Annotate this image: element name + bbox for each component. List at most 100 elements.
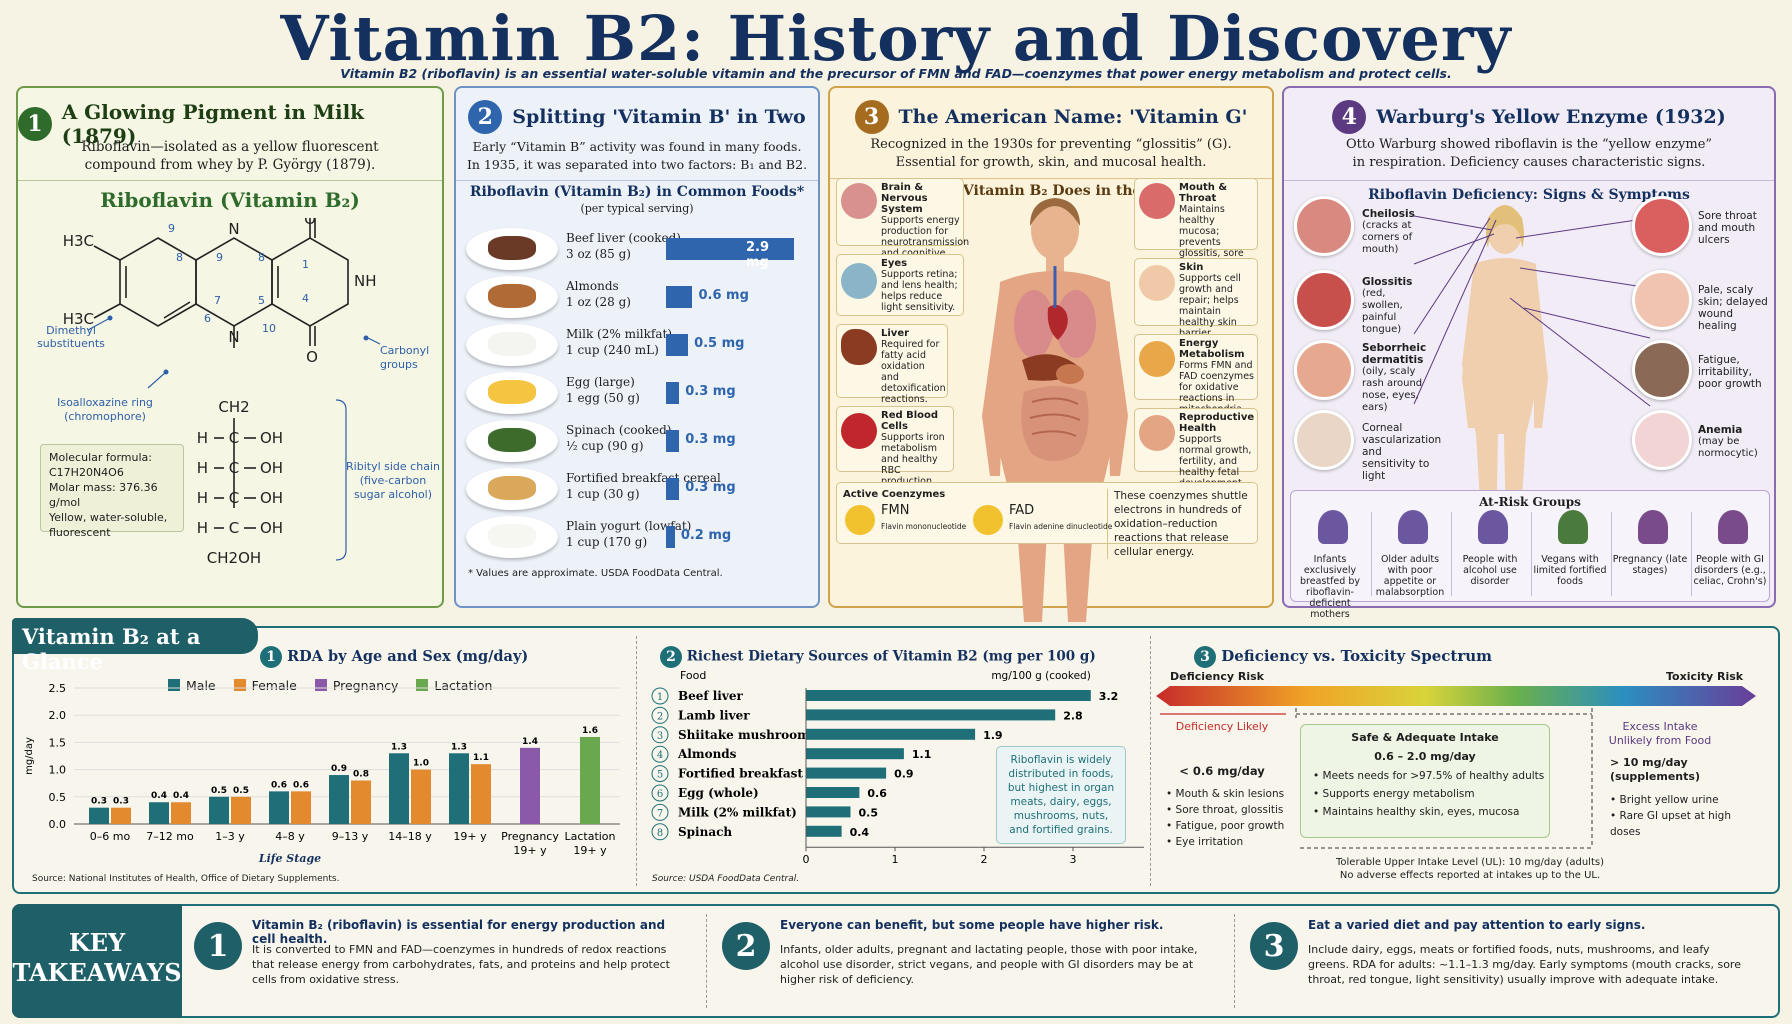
function-title: Reproductive Health: [1179, 412, 1255, 434]
tongue-icon: [1294, 270, 1354, 330]
svg-text:H: H: [197, 459, 208, 477]
function-text: Supports normal growth, fertility, and h…: [1179, 434, 1252, 489]
function-reproductive: Reproductive Health Supports normal growt…: [1134, 408, 1258, 489]
svg-text:9: 9: [168, 222, 175, 235]
takeaways-label: KEY TAKEAWAYS: [12, 904, 182, 1018]
body-silhouette: [1462, 205, 1548, 534]
rda-bar: [231, 796, 251, 824]
food-name: Spinach (cooked) ½ cup (90 g): [566, 423, 672, 453]
rda-bar-label: 0.3: [91, 797, 107, 807]
fmn-icon: [845, 505, 875, 535]
x-tick: 2: [981, 853, 988, 866]
food-row: Beef liver (cooked) 3 oz (85 g) 2.9 mg: [466, 226, 794, 272]
safe-value: 0.6 – 2.0 mg/day: [1374, 750, 1476, 763]
food-image: [466, 468, 558, 510]
svg-text:7: 7: [214, 294, 221, 307]
rank-number: 1: [657, 692, 663, 703]
risk-group-icon: [1718, 510, 1748, 544]
panel-vitamin-b-split: 2 Splitting 'Vitamin B' in Two Early “Vi…: [454, 86, 820, 608]
food-bar: [666, 334, 689, 356]
takeaways-label-text: KEY TAKEAWAYS: [12, 928, 182, 987]
excess-title: Excess Intake Unlikely from Food: [1608, 720, 1712, 747]
food-name: Fortified breakfast cereal 1 cup (30 g): [566, 471, 721, 501]
signs-title: Riboflavin Deficiency: Signs & Symptoms: [1284, 180, 1774, 203]
lips-icon: [1294, 196, 1354, 256]
function-energy: Energy Metabolism Forms FMN and FAD coenz…: [1134, 334, 1258, 415]
svg-text:OH: OH: [260, 429, 283, 447]
svg-text:C: C: [229, 519, 239, 537]
eye-icon: [1294, 410, 1354, 470]
rank-number: 8: [657, 828, 663, 839]
carbonyl-label: Carbonyl groups: [380, 344, 430, 371]
x-tick: 3: [1070, 853, 1077, 866]
step-number: 1: [18, 107, 52, 141]
risk-group-icon: [1318, 510, 1348, 544]
food-bar: [666, 478, 680, 500]
toxicity-risk-label: Toxicity Risk: [1666, 670, 1744, 683]
source-bar: [806, 709, 1056, 721]
pointer-lines: [1413, 215, 1651, 407]
function-skin: Skin Supports cell growth and repair; hel…: [1134, 258, 1258, 339]
rda-bar-label: 1.0: [413, 759, 429, 769]
function-title: Red Blood Cells: [881, 410, 939, 432]
risk-group-icon: [1638, 510, 1668, 544]
source-bar: [806, 787, 860, 798]
function-brain: Brain & Nervous System Supports energy pr…: [836, 178, 969, 270]
panel-1-desc: Riboflavin—isolated as a yellow fluoresc…: [81, 139, 379, 173]
molar-mass: Molar mass: 376.36 g/mol: [49, 481, 158, 509]
risk-group-label: People with alcohol use disorder: [1462, 554, 1518, 587]
fatigue-icon: [1632, 340, 1692, 400]
rda-chart-heading: 1 RDA by Age and Sex (mg/day): [260, 646, 528, 668]
svg-text:H: H: [197, 519, 208, 537]
rda-bar-label: 0.4: [151, 791, 167, 801]
panel-2-heading: 2 Splitting 'Vitamin B' in Two: [456, 100, 818, 134]
function-text: Forms FMN and FAD coenzymes for oxidativ…: [1179, 360, 1254, 415]
svg-text:H: H: [197, 489, 208, 507]
step-number: 4: [1332, 100, 1367, 134]
food-bar: [666, 526, 675, 548]
food-bar: [666, 238, 794, 260]
rda-bar: [209, 796, 229, 824]
food-value: 0.6 mg: [698, 288, 749, 303]
source-bar: [806, 806, 851, 818]
function-title: Brain & Nervous System: [881, 182, 928, 215]
excess-value: > 10 mg/day (supplements): [1610, 756, 1700, 783]
rank-marker: [651, 784, 669, 802]
food-value: 2.9 mg: [746, 240, 770, 270]
rda-bar: [89, 807, 109, 824]
dimethyl-label: Dimethyl substituents: [37, 324, 105, 350]
function-text: Supports iron metabolism and healthy RBC…: [881, 432, 945, 487]
panel-4-title: Warburg's Yellow Enzyme (1932): [1376, 106, 1726, 128]
panel-2-desc: Early “Vitamin B” activity was found in …: [466, 139, 808, 172]
panel-3-title: The American Name: 'Vitamin G': [898, 106, 1248, 128]
fad-sub: Flavin adenine dinucleotide: [1009, 522, 1113, 531]
safe-title: Safe & Adequate Intake: [1351, 731, 1499, 744]
svg-text:8: 8: [176, 251, 183, 264]
x-tick: 19+ y: [573, 844, 607, 857]
rank-number: 6: [657, 789, 663, 800]
food-label: Shiitake mushrooms: [678, 728, 817, 742]
methyl-top: H3C: [63, 232, 94, 250]
risk-group-icon: [1478, 510, 1508, 544]
panel-3-desc: Recognized in the 1930s for preventing “…: [870, 137, 1232, 170]
rda-bar-label: 0.5: [211, 786, 227, 796]
food-value: 0.3 mg: [685, 480, 736, 495]
rda-bar: [520, 747, 540, 824]
deficiency-risk-label: Deficiency Risk: [1170, 670, 1264, 683]
takeaway-text: Infants, older adults, pregnant and lact…: [780, 943, 1198, 986]
coenzymes-title: Active Coenzymes: [843, 489, 946, 500]
takeaway-title: Eat a varied diet and pay attention to e…: [1308, 918, 1646, 932]
ul-note: Tolerable Upper Intake Level (UL): 10 mg…: [1300, 856, 1640, 882]
source-value: 0.5: [859, 806, 879, 819]
rank-number: 3: [657, 731, 663, 742]
source-bar: [806, 690, 1091, 701]
rda-title: RDA by Age and Sex (mg/day): [287, 648, 529, 665]
at-risk-groups: At-Risk Groups: [1290, 490, 1770, 602]
rank-number: 4: [657, 750, 663, 761]
svg-text:8: 8: [258, 251, 265, 264]
fad-label: FAD: [1009, 503, 1035, 518]
page-title: Vitamin B2: History and Discovery: [280, 2, 1512, 75]
rda-source: Source: National Institutes of Health, O…: [32, 874, 340, 884]
rda-bar: [580, 736, 600, 824]
food-image: [466, 420, 558, 462]
